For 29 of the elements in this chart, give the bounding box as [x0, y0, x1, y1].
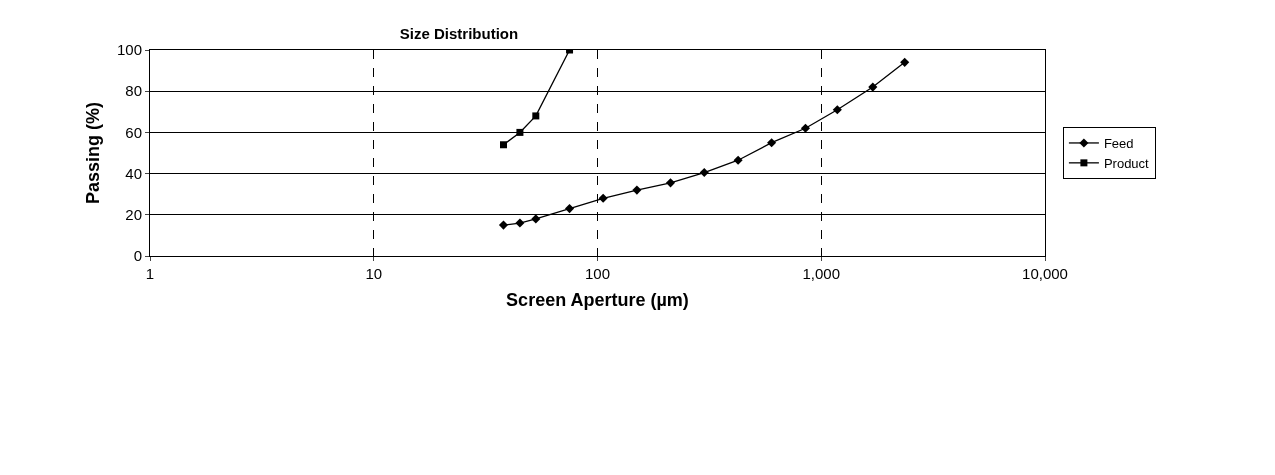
- x-axis-title: Screen Aperture (µm): [506, 290, 689, 311]
- legend-label: Feed: [1103, 136, 1134, 152]
- x-tick-label: 100: [584, 265, 611, 282]
- y-tick-label: 0: [133, 247, 142, 265]
- point: [532, 112, 540, 120]
- x-tick-label: 1,000: [802, 265, 841, 282]
- legend-label: Product: [1103, 155, 1150, 171]
- y-tick-label: 80: [125, 82, 142, 100]
- point: [767, 138, 777, 148]
- point: [632, 185, 642, 195]
- point: [598, 193, 608, 203]
- y-tick-label: 40: [125, 164, 142, 182]
- point: [733, 155, 743, 165]
- point: [665, 178, 676, 188]
- point: [900, 57, 910, 67]
- x-tick-label: 10,000: [1022, 265, 1068, 282]
- point: [868, 82, 878, 92]
- point: [531, 214, 541, 224]
- point: [564, 204, 575, 214]
- point: [800, 123, 811, 133]
- y-tick-label: 60: [125, 123, 142, 141]
- chart-title: Size Distribution: [399, 25, 519, 42]
- point: [832, 105, 842, 115]
- x-tick-label: 10: [365, 265, 383, 282]
- y-tick-label: 20: [125, 206, 142, 224]
- y-axis-title: Passing (%): [83, 101, 104, 205]
- point: [699, 168, 709, 178]
- x-tick-label: 1: [145, 265, 155, 282]
- y-tick-label: 100: [116, 41, 142, 59]
